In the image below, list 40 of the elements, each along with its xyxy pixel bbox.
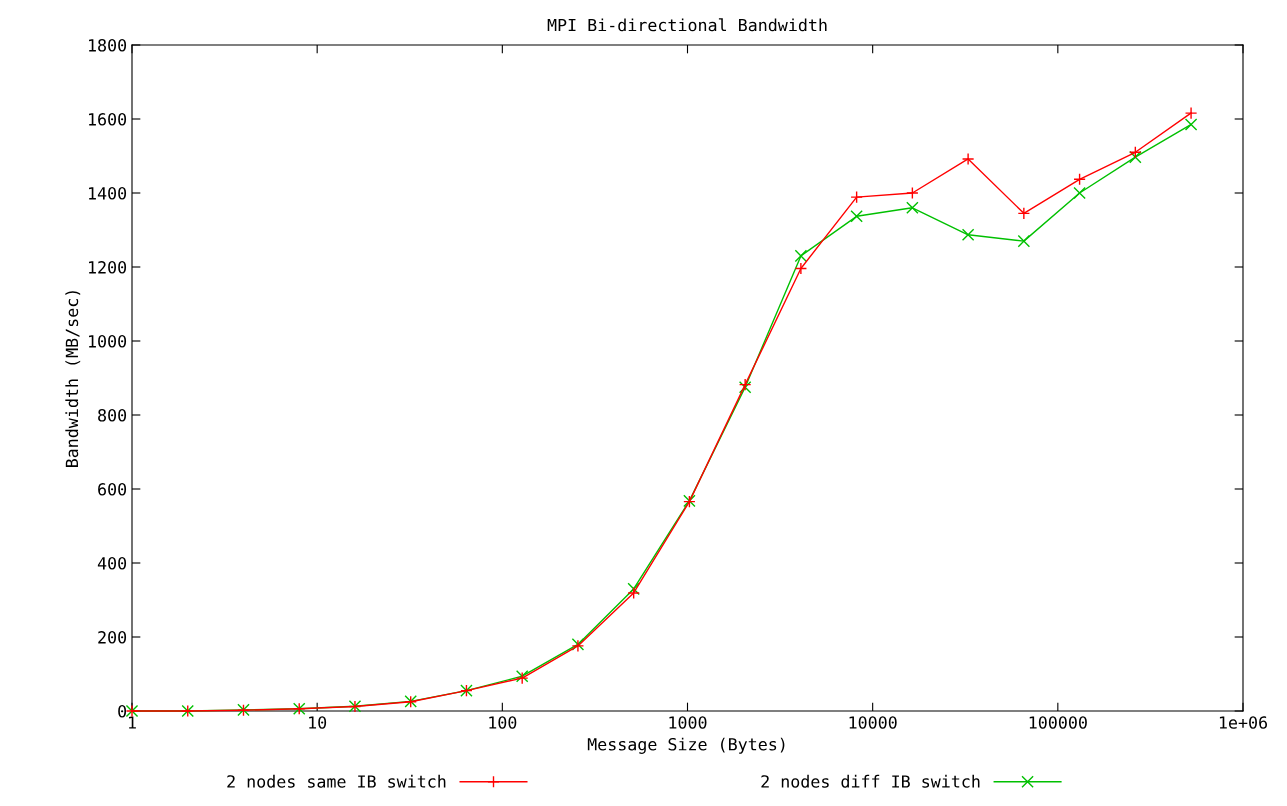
point [1184, 106, 1198, 120]
y-tick-label: 400 [97, 557, 127, 570]
point [1017, 207, 1031, 220]
y-tick-label: 1800 [89, 39, 127, 52]
point [906, 186, 919, 200]
x-axis-title: Message Size (Bytes) [587, 737, 785, 754]
point [1073, 173, 1086, 186]
x-tick-label: 1 [128, 716, 136, 729]
x-tick-label: 100 [489, 716, 517, 729]
point [850, 210, 863, 223]
point [1184, 118, 1198, 131]
point [794, 262, 808, 275]
y-tick-label: 1400 [89, 187, 127, 200]
x-tick-label: 10 [309, 716, 327, 729]
point [627, 586, 640, 600]
legend-label: 2 nodes same IB switch [227, 774, 446, 788]
x-tick-label: 100000 [1029, 716, 1087, 729]
x-tick-label: 1e+06 [1219, 716, 1268, 729]
y-tick-label: 1000 [89, 335, 127, 348]
y-axis-title: Bandwidth (MB/sec) [65, 291, 81, 467]
y-tick-label: 600 [98, 483, 127, 496]
y-tick-label: 1200 [89, 261, 127, 274]
point [627, 582, 640, 596]
point [1073, 186, 1086, 200]
x-tick-label: 10000 [849, 716, 897, 729]
y-tick-label: 1600 [89, 113, 127, 126]
point [1129, 150, 1142, 164]
chart-title: MPI Bi-directional Bandwidth [547, 18, 827, 32]
legend-label: 2 nodes diff IB switch [761, 774, 980, 788]
y-tick-label: 800 [98, 409, 127, 422]
point [1017, 234, 1031, 248]
x-tick-label: 1000 [669, 716, 707, 729]
point [961, 152, 975, 166]
point [906, 201, 919, 215]
point [961, 228, 975, 242]
y-tick-label: 0 [118, 705, 127, 718]
point [1129, 146, 1142, 159]
point [794, 249, 808, 263]
point [850, 190, 863, 204]
y-tick-label: 200 [98, 631, 127, 644]
